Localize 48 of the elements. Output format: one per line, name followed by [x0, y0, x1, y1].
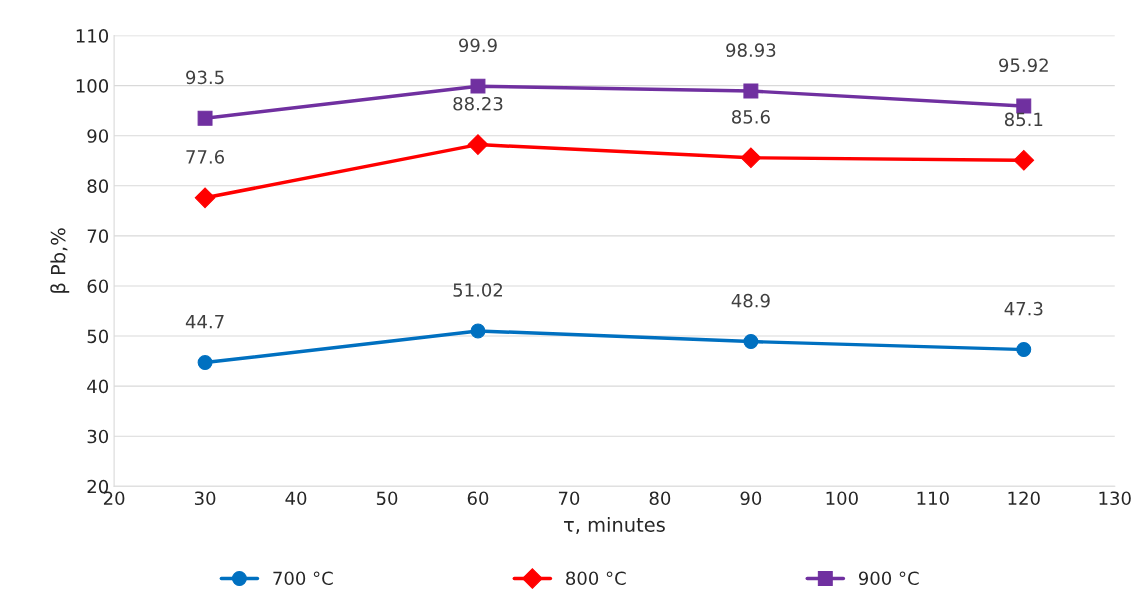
x-tick-label: 120 [1008, 491, 1040, 506]
x-axis-title: τ, minutes [563, 516, 665, 534]
x-tick-label: 50 [376, 491, 398, 506]
data-label: 99.9 [459, 38, 497, 53]
x-tick-label: 110 [917, 491, 949, 506]
y-tick-label: 40 [87, 379, 109, 394]
y-tick-label: 30 [87, 429, 109, 444]
x-tick-label: 70 [558, 491, 580, 506]
x-tick-label: 30 [194, 491, 216, 506]
y-tick-label: 90 [87, 129, 109, 143]
legend-label: 700 °C [273, 571, 333, 586]
data-label: 77.6 [186, 150, 225, 164]
point [197, 110, 213, 126]
data-label: 51.02 [453, 283, 503, 297]
data-label: 95.92 [999, 58, 1048, 73]
point [743, 83, 759, 99]
point [740, 147, 762, 169]
x-tick-label: 100 [826, 491, 858, 506]
legend-label: 900 °C [858, 571, 919, 586]
y-tick-label: 60 [87, 279, 109, 294]
point [470, 323, 486, 339]
x-tick-label: 60 [467, 491, 489, 506]
y-tick-label: 80 [87, 179, 109, 193]
data-label: 93.5 [186, 70, 224, 85]
legend-label: 800 °C [566, 571, 626, 586]
point [194, 187, 216, 209]
x-tick-label: 130 [1099, 491, 1131, 506]
y-tick-label: 70 [87, 229, 109, 243]
x-tick-label: 40 [285, 491, 307, 506]
point [470, 78, 486, 94]
point [743, 334, 759, 350]
data-label: 48.9 [731, 293, 770, 308]
data-label: 98.93 [726, 43, 776, 57]
point [1013, 149, 1035, 171]
data-label: 88.23 [453, 96, 503, 111]
data-label: 85.6 [732, 110, 770, 124]
point [467, 134, 489, 155]
point [1016, 342, 1032, 358]
x-tick-label: 90 [740, 491, 762, 506]
y-tick-label: 100 [76, 79, 109, 93]
y-tick-label: 110 [76, 29, 109, 43]
data-label: 85.1 [1004, 112, 1043, 127]
y-axis-title: β Pb,% [50, 228, 70, 293]
y-tick-label: 50 [87, 329, 109, 344]
data-label: 47.3 [1004, 301, 1043, 316]
point [197, 355, 213, 371]
data-label: 44.7 [185, 315, 224, 329]
x-tick-label: 80 [649, 491, 671, 506]
